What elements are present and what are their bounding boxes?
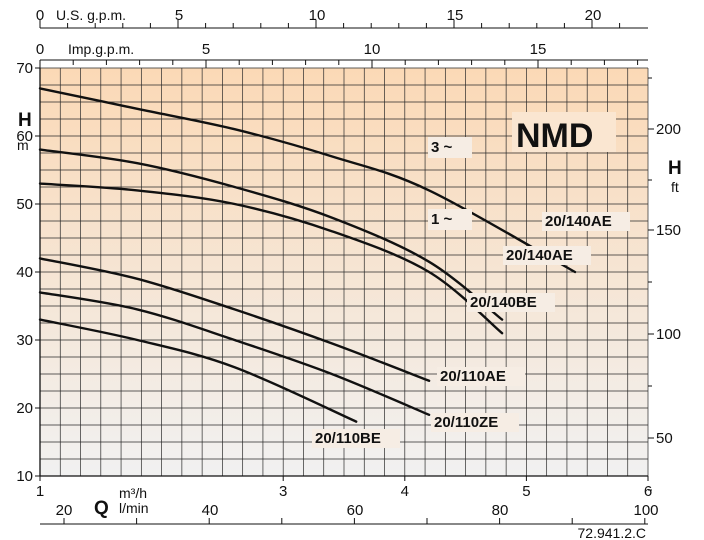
lmin-tick-label: 80 xyxy=(492,502,509,519)
curve-label-bg xyxy=(437,367,525,386)
y-tick-label: 50 xyxy=(16,196,33,213)
x-tick-label: 3 xyxy=(279,483,287,500)
x-tick-label: 1 xyxy=(36,483,44,500)
us-gpm-tick-label: 20 xyxy=(585,7,602,24)
y-right-unit: ft xyxy=(671,179,679,195)
ft-tick-label: 100 xyxy=(656,326,681,343)
imp-gpm-tick-label: 0 xyxy=(36,41,44,58)
y-axis-symbol: H xyxy=(18,110,32,131)
x-tick-label: 4 xyxy=(401,483,409,500)
figure-code: 72.941.2.C xyxy=(578,525,647,540)
curve-label-bg xyxy=(467,293,555,312)
curve-20-110ZE xyxy=(38,291,431,416)
curve-20-140AE xyxy=(38,87,577,274)
imp-gpm-tick-label: 15 xyxy=(530,41,547,58)
curve-label: 20/140AE xyxy=(545,213,612,230)
lmin-tick-label: 40 xyxy=(202,502,219,519)
y-axis-unit: m xyxy=(17,137,29,153)
lmin-tick-label: 20 xyxy=(56,502,73,519)
phase-label-bg xyxy=(428,137,472,158)
curve-label-bg xyxy=(503,246,591,265)
curve-label: 20/140AE xyxy=(506,247,573,264)
x-unit-lmin: l/min xyxy=(119,500,149,516)
us-gpm-tick-label: 15 xyxy=(447,7,464,24)
curve-label-bg xyxy=(312,429,400,448)
imp-gpm-label: Imp.g.p.m. xyxy=(68,41,134,57)
curve-20-140AE xyxy=(38,148,504,321)
lmin-tick-label: 60 xyxy=(347,502,364,519)
title-bg xyxy=(512,112,616,152)
curve-20-110AE xyxy=(38,257,431,382)
labels: 20/140AE 20/140AE 20/140BE 20/110AE 20/110ZE… xyxy=(312,112,630,448)
curve-label: 20/140BE xyxy=(470,294,537,311)
imp-gpm-tick-label: 5 xyxy=(202,41,210,58)
phase-label: 3 ~ xyxy=(431,139,453,156)
curve-label: 20/110ZE xyxy=(434,414,498,431)
y-tick-label: 20 xyxy=(16,400,33,417)
curve-label-bg xyxy=(431,413,519,432)
x-tick-label: 5 xyxy=(522,483,530,500)
y-tick-label: 60 xyxy=(16,128,33,145)
lmin-tick-label: 100 xyxy=(633,502,658,519)
ft-tick-label: 150 xyxy=(656,222,681,239)
axes: 0 5 10 15 20U.S. g.p.m.0 5 10 15Imp.g.p.m.10203… xyxy=(16,7,681,540)
phase-label: 1 ~ xyxy=(431,211,453,228)
y-tick-label: 10 xyxy=(16,468,33,485)
us-gpm-tick-label: 10 xyxy=(309,7,326,24)
curves xyxy=(38,87,577,423)
us-gpm-label: U.S. g.p.m. xyxy=(56,7,126,23)
us-gpm-tick-label: 5 xyxy=(175,7,183,24)
imp-gpm-tick-label: 10 xyxy=(364,41,381,58)
phase-label-bg xyxy=(428,209,472,230)
chart-title: NMD xyxy=(516,117,593,155)
x-tick-label: 6 xyxy=(644,483,652,500)
curve-label: 20/110AE xyxy=(440,368,506,385)
x-axis-symbol: Q xyxy=(94,498,109,519)
curve-20-140BE xyxy=(38,182,504,335)
y-tick-label: 40 xyxy=(16,264,33,281)
y-tick-label: 30 xyxy=(16,332,33,349)
us-gpm-tick-label: 0 xyxy=(36,7,44,24)
curve-label: 20/110BE xyxy=(315,430,381,447)
ft-tick-label: 50 xyxy=(656,430,673,447)
ft-tick-label: 200 xyxy=(656,121,681,138)
x-unit-m3h: m³/h xyxy=(119,485,147,501)
y-right-symbol: H xyxy=(668,158,682,179)
curve-20-110BE xyxy=(38,318,358,423)
y-tick-label: 70 xyxy=(16,60,33,77)
curve-label-bg xyxy=(542,212,630,231)
